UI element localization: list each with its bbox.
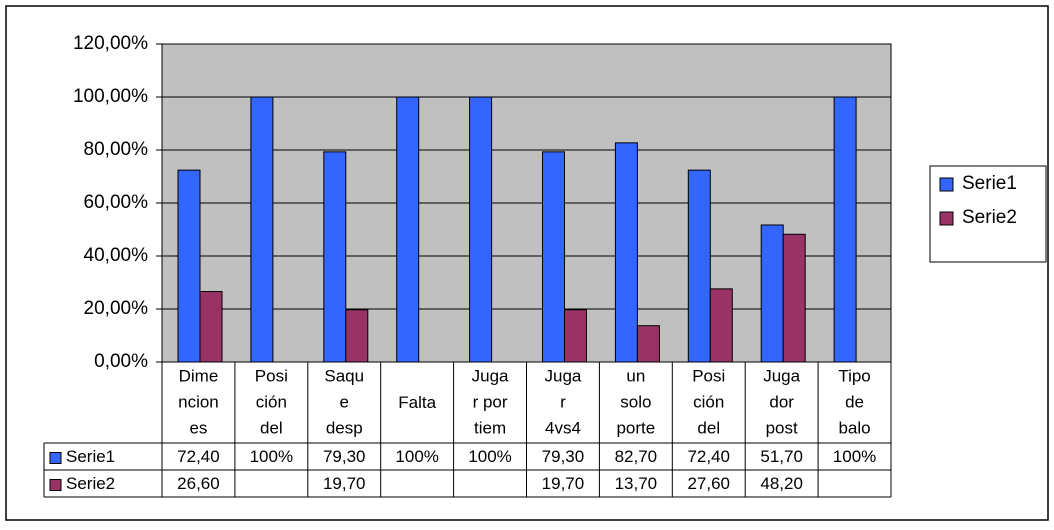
table-series-name: Serie1 (66, 447, 115, 466)
table-value: 48,20 (760, 474, 803, 493)
bar (636, 325, 660, 363)
table-value: 26,60 (177, 474, 220, 493)
table-value: 79,30 (323, 447, 366, 466)
bar (564, 309, 587, 363)
table-value: 27,60 (687, 474, 730, 493)
bar (199, 291, 223, 363)
legend-swatch (49, 479, 62, 491)
y-tick-label: 40,00% (84, 245, 149, 266)
bar (177, 169, 201, 363)
x-tick-label: Juga dor post (763, 367, 800, 438)
bar (469, 96, 493, 363)
x-tick-label: Posi ción del (692, 367, 725, 438)
bar (687, 169, 711, 363)
y-tick-label: 100,00% (73, 86, 148, 107)
x-tick-label: Posi ción del (255, 367, 288, 438)
table-value: 100% (395, 447, 438, 466)
legend: Serie1 Serie2 (929, 165, 1047, 263)
x-tick-label: Falta (398, 393, 436, 412)
bar (760, 224, 784, 363)
y-tick-label: 20,00% (84, 298, 149, 319)
bar (782, 233, 806, 363)
bar (709, 288, 733, 363)
table-value: 100% (468, 447, 511, 466)
bar (345, 309, 369, 363)
table-value: 13,70 (615, 474, 658, 493)
x-tick-label: un solo porte (616, 367, 655, 438)
table-value: 72,40 (687, 447, 730, 466)
bar (396, 96, 420, 363)
legend-label: Serie1 (962, 173, 1017, 194)
bar (833, 96, 857, 363)
bar (250, 96, 274, 363)
table-value: 82,70 (615, 447, 658, 466)
bar (542, 151, 565, 363)
legend-swatch (939, 177, 954, 192)
data-table: Dime ncion es Posi ción del Saqu e desp Falta Juga… (43, 362, 892, 498)
table-value: 19,70 (323, 474, 366, 493)
legend-swatch (939, 211, 954, 226)
table-series-name: Serie2 (66, 474, 115, 493)
table-value: 100% (250, 447, 293, 466)
y-tick-label: 120,00% (73, 33, 148, 54)
legend-swatch (49, 452, 62, 464)
table-value: 19,70 (542, 474, 585, 493)
legend-label: Serie2 (962, 207, 1017, 228)
table-value: 51,70 (760, 447, 803, 466)
x-tick-label: Saqu e desp (324, 367, 364, 438)
y-tick-label: 60,00% (84, 192, 149, 213)
bar (323, 151, 347, 363)
x-tick-label: Dime ncion es (178, 367, 219, 438)
x-tick-label: Tipo de balo (838, 367, 870, 438)
table-value: 72,40 (177, 447, 220, 466)
y-tick-label: 80,00% (84, 139, 149, 160)
bar (614, 142, 638, 363)
table-value: 100% (833, 447, 876, 466)
x-tick-label: Juga r por tiem (472, 367, 509, 438)
x-tick-label: Juga r 4vs4 (545, 367, 582, 438)
table-value: 79,30 (542, 447, 585, 466)
y-tick-label: 0,00% (94, 351, 148, 372)
